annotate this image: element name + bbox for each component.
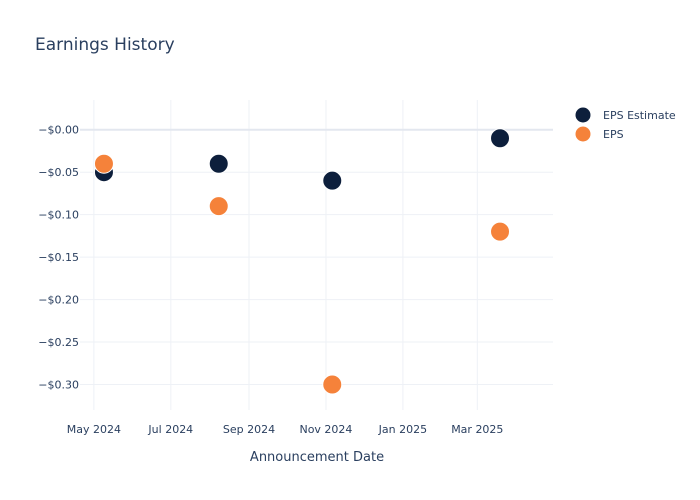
legend-marker (575, 107, 591, 123)
y-tick-label: −$0.10 (38, 209, 79, 222)
x-tick-label: Jan 2025 (378, 423, 427, 436)
y-tick-label: −$0.25 (38, 336, 79, 349)
eps-estimate-marker[interactable] (208, 153, 229, 174)
legend-label: EPS (603, 128, 624, 141)
eps-marker[interactable] (322, 374, 343, 395)
y-tick-label: −$0.00 (38, 124, 79, 137)
x-tick-label: Mar 2025 (451, 423, 503, 436)
x-tick-label: Jul 2024 (147, 423, 193, 436)
legend[interactable]: EPS Estimate EPS (575, 107, 676, 142)
x-tick-label: May 2024 (67, 423, 121, 436)
y-tick-label: −$0.20 (38, 294, 79, 307)
eps-estimate-marker[interactable] (490, 128, 511, 149)
legend-item-eps-estimate[interactable]: EPS Estimate (575, 107, 676, 123)
x-axis-title: Announcement Date (250, 450, 384, 465)
grid-layer (80, 100, 553, 410)
x-tick-label: Sep 2024 (223, 423, 275, 436)
x-tick-labels: May 2024 Jul 2024 Sep 2024 Nov 2024 Jan 2025… (67, 423, 504, 436)
eps-marker[interactable] (93, 153, 114, 174)
data-markers (93, 128, 511, 395)
y-tick-label: −$0.05 (38, 166, 79, 179)
y-tick-labels: −$0.00 −$0.05 −$0.10 −$0.15 −$0.20 −$0.25 −$0.… (38, 124, 79, 392)
legend-label: EPS Estimate (603, 109, 676, 122)
y-tick-label: −$0.15 (38, 251, 79, 264)
legend-item-eps[interactable]: EPS (575, 126, 624, 142)
eps-estimate-marker[interactable] (322, 170, 343, 191)
legend-marker (575, 126, 591, 142)
x-tick-label: Nov 2024 (299, 423, 352, 436)
eps-marker[interactable] (208, 196, 229, 217)
eps-marker[interactable] (490, 221, 511, 242)
chart-title: Earnings History (35, 35, 175, 55)
y-tick-label: −$0.30 (38, 379, 79, 392)
